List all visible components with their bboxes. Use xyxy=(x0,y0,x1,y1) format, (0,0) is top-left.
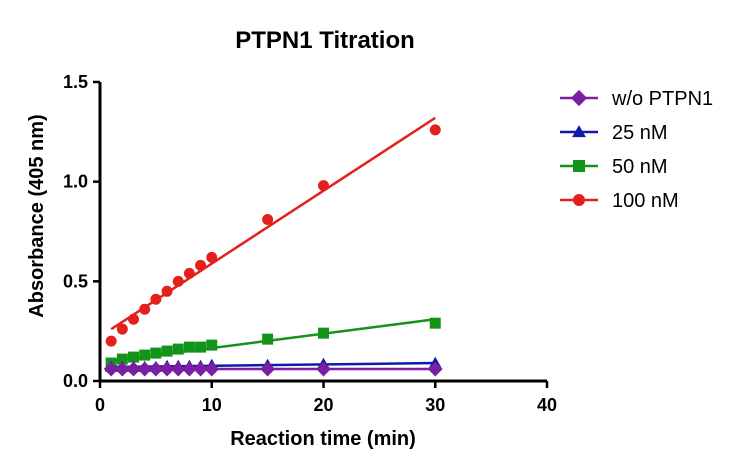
x-tick-label: 30 xyxy=(425,395,445,415)
data-point xyxy=(159,361,175,377)
data-point xyxy=(262,214,274,226)
y-tick-label: 0.0 xyxy=(63,371,88,391)
data-point xyxy=(195,259,207,271)
plot-area xyxy=(103,116,443,377)
x-tick-label: 20 xyxy=(313,395,333,415)
data-point xyxy=(318,327,329,339)
data-point xyxy=(204,361,220,377)
x-axis-title: Reaction time (min) xyxy=(230,428,416,450)
data-point xyxy=(116,323,128,335)
data-point xyxy=(193,361,208,377)
y-tick-label: 0.5 xyxy=(63,271,88,291)
series-4 xyxy=(105,116,441,347)
data-point xyxy=(172,275,184,287)
legend-label: w/o PTPN1 xyxy=(611,88,713,110)
x-tick-label: 0 xyxy=(95,395,105,415)
y-tick-label: 1.5 xyxy=(63,72,88,92)
legend-item: w/o PTPN1 xyxy=(560,88,713,110)
data-point xyxy=(427,361,443,377)
data-point xyxy=(161,285,173,297)
data-point xyxy=(318,180,329,192)
x-ticks: 0 10 20 30 40 xyxy=(95,381,557,415)
data-point xyxy=(148,361,164,377)
legend-item: 50 nM xyxy=(560,156,668,178)
y-axis-title: Absorbance (405 nm) xyxy=(26,114,48,317)
y-tick-label: 1.0 xyxy=(63,172,88,192)
data-point xyxy=(260,361,276,377)
legend-label: 100 nM xyxy=(612,190,679,212)
data-point xyxy=(172,343,184,355)
data-point xyxy=(128,351,140,363)
data-point xyxy=(195,341,207,353)
data-point xyxy=(139,303,151,315)
data-point xyxy=(183,341,195,353)
legend-marker xyxy=(573,160,585,172)
data-point xyxy=(116,353,128,365)
legend-label: 50 nM xyxy=(612,156,668,178)
data-point xyxy=(181,361,197,377)
data-point xyxy=(126,361,141,377)
data-point xyxy=(161,345,173,357)
data-point xyxy=(429,124,441,136)
data-point xyxy=(150,293,162,305)
data-point xyxy=(139,349,151,361)
legend: w/o PTPN1 25 nM 50 nM 100 nM xyxy=(560,88,713,212)
data-point xyxy=(206,251,218,263)
data-point xyxy=(103,361,119,377)
data-point xyxy=(429,317,441,329)
data-point xyxy=(206,339,218,351)
data-point xyxy=(170,361,186,377)
data-point xyxy=(262,333,274,345)
data-point xyxy=(105,335,117,347)
x-tick-label: 40 xyxy=(537,395,557,415)
data-point xyxy=(183,267,195,279)
legend-item: 25 nM xyxy=(560,122,668,144)
data-point xyxy=(316,361,331,377)
y-ticks: 0.0 0.5 1.0 1.5 xyxy=(63,72,100,391)
axes: 0 10 20 30 40 0.0 0.5 1.0 1.5 xyxy=(63,72,557,415)
legend-marker xyxy=(570,89,588,107)
data-point xyxy=(150,347,162,359)
legend-marker xyxy=(572,125,586,138)
legend-label: 25 nM xyxy=(612,122,668,144)
legend-marker xyxy=(573,194,585,206)
x-tick-label: 10 xyxy=(202,395,222,415)
chart-title: PTPN1 Titration xyxy=(235,27,415,54)
series-1 xyxy=(103,361,443,377)
legend-item: 100 nM xyxy=(560,190,679,212)
data-point xyxy=(137,361,153,377)
data-point xyxy=(114,361,130,377)
data-point xyxy=(128,313,140,325)
